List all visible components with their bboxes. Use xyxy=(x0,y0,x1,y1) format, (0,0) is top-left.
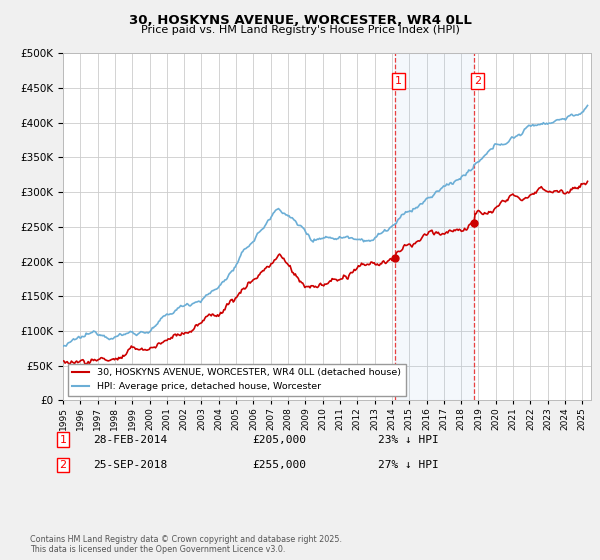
Text: 2: 2 xyxy=(474,76,481,86)
Text: £205,000: £205,000 xyxy=(252,435,306,445)
Bar xyxy=(395,53,474,400)
Text: 30, HOSKYNS AVENUE, WORCESTER, WR4 0LL: 30, HOSKYNS AVENUE, WORCESTER, WR4 0LL xyxy=(128,14,472,27)
Text: Contains HM Land Registry data © Crown copyright and database right 2025.
This d: Contains HM Land Registry data © Crown c… xyxy=(30,535,342,554)
Text: £255,000: £255,000 xyxy=(252,460,306,470)
Text: 28-FEB-2014: 28-FEB-2014 xyxy=(93,435,167,445)
Text: Price paid vs. HM Land Registry's House Price Index (HPI): Price paid vs. HM Land Registry's House … xyxy=(140,25,460,35)
Text: 25-SEP-2018: 25-SEP-2018 xyxy=(93,460,167,470)
Text: 2: 2 xyxy=(59,460,67,470)
Legend: 30, HOSKYNS AVENUE, WORCESTER, WR4 0LL (detached house), HPI: Average price, det: 30, HOSKYNS AVENUE, WORCESTER, WR4 0LL (… xyxy=(68,363,406,396)
Text: 1: 1 xyxy=(59,435,67,445)
Text: 27% ↓ HPI: 27% ↓ HPI xyxy=(378,460,439,470)
Text: 23% ↓ HPI: 23% ↓ HPI xyxy=(378,435,439,445)
Text: 1: 1 xyxy=(395,76,402,86)
